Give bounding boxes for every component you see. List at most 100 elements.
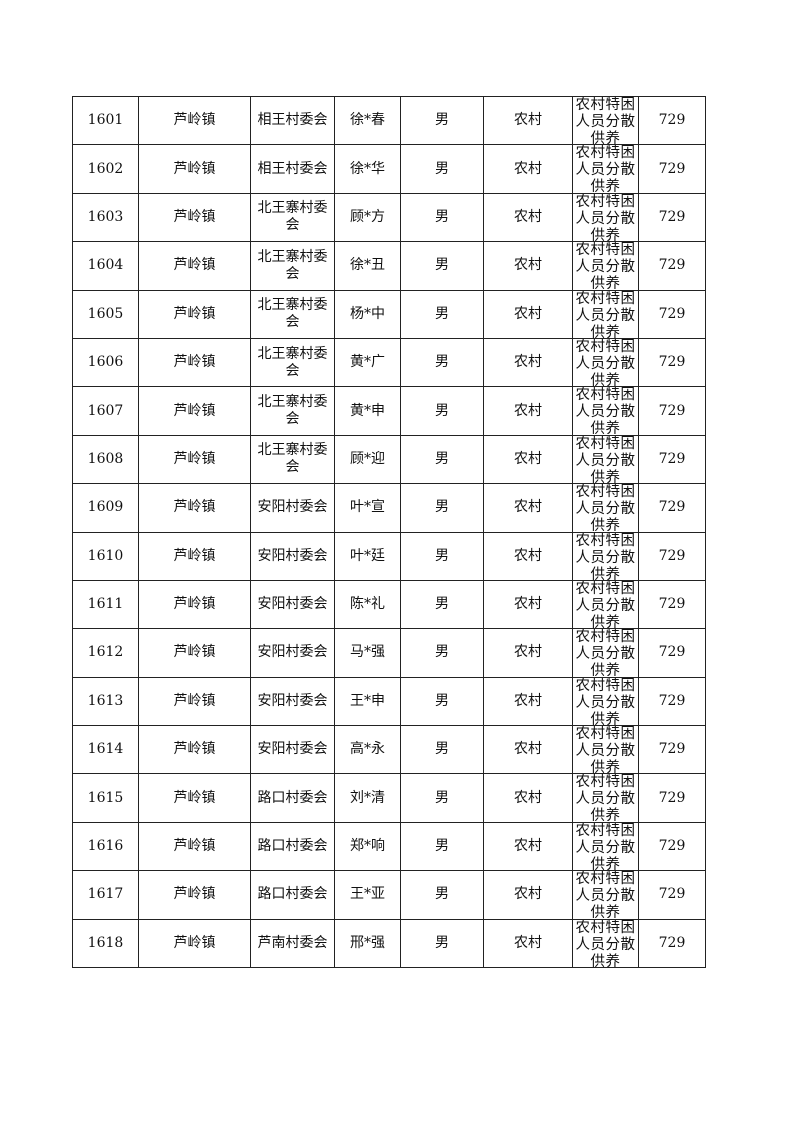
table-row: 1602 芦岭镇 相王村委会 徐*华男农村 农村特困人员分散供养 729 — [72, 144, 706, 194]
assistance-category-text: 农村特困人员分散供养 — [575, 193, 636, 241]
assistance-category-cell: 农村特困人员分散供养 — [572, 192, 639, 243]
gender-cell: 男 — [400, 676, 484, 727]
serial-number-cell: 1618 — [72, 918, 139, 969]
table-row: 1616 芦岭镇 路口村委会 郑*响男农村 农村特困人员分散供养 729 — [72, 821, 706, 872]
amount-cell: 729 — [638, 579, 706, 630]
residence-type-cell: 农村 — [483, 434, 573, 485]
table-row: 1605 芦岭镇 北王寨村委会 杨*中男农村 农村特困人员分散供养 729 — [72, 289, 706, 339]
assistance-category-cell: 农村特困人员分散供养 — [572, 95, 639, 146]
village-committee-cell: 北王寨村委会 — [250, 386, 335, 436]
serial-number-cell: 1601 — [72, 95, 139, 146]
table-row: 1607 芦岭镇 北王寨村委会 黄*申男农村 农村特困人员分散供养 729 — [72, 386, 706, 436]
assistance-category-text: 农村特困人员分散供养 — [575, 580, 636, 628]
name-cell: 黄*广 — [334, 337, 401, 388]
village-committee-cell: 北王寨村委会 — [250, 289, 335, 339]
town-cell: 芦岭镇 — [138, 241, 251, 291]
residence-type-cell: 农村 — [483, 144, 573, 194]
gender-cell: 男 — [400, 192, 484, 243]
gender-cell: 男 — [400, 531, 484, 581]
name-cell: 顾*迎 — [334, 434, 401, 485]
serial-number-cell: 1603 — [72, 192, 139, 243]
amount-cell: 729 — [638, 821, 706, 872]
village-committee-cell: 北王寨村委会 — [250, 434, 335, 485]
assistance-category-text: 农村特困人员分散供养 — [575, 145, 636, 193]
residence-type-cell: 农村 — [483, 870, 573, 920]
town-cell: 芦岭镇 — [138, 386, 251, 436]
residence-type-cell: 农村 — [483, 386, 573, 436]
name-cell: 王*亚 — [334, 870, 401, 920]
name-cell: 徐*华 — [334, 144, 401, 194]
amount-cell: 729 — [638, 144, 706, 194]
gender-cell: 男 — [400, 241, 484, 291]
table-row: 1612 芦岭镇 安阳村委会 马*强男农村 农村特困人员分散供养 729 — [72, 628, 706, 678]
residence-type-cell: 农村 — [483, 676, 573, 727]
amount-cell: 729 — [638, 192, 706, 243]
table-row: 1606 芦岭镇 北王寨村委会 黄*广男农村 农村特困人员分散供养 729 — [72, 337, 706, 388]
village-committee-cell: 安阳村委会 — [250, 579, 335, 630]
table-row: 1617 芦岭镇 路口村委会 王*亚男农村 农村特困人员分散供养 729 — [72, 870, 706, 920]
assistance-category-text: 农村特困人员分散供养 — [575, 677, 636, 725]
assistance-category-cell: 农村特困人员分散供养 — [572, 386, 639, 436]
residence-type-cell: 农村 — [483, 918, 573, 969]
serial-number-cell: 1615 — [72, 773, 139, 823]
assistance-category-cell: 农村特困人员分散供养 — [572, 676, 639, 727]
name-cell: 徐*丑 — [334, 241, 401, 291]
name-cell: 王*申 — [334, 676, 401, 727]
serial-number-cell: 1605 — [72, 289, 139, 339]
assistance-category-text: 农村特困人员分散供养 — [575, 532, 636, 580]
assistance-category-text: 农村特困人员分散供养 — [575, 629, 636, 677]
gender-cell: 男 — [400, 337, 484, 388]
table-row: 1614 芦岭镇 安阳村委会 高*永男农村 农村特困人员分散供养 729 — [72, 725, 706, 775]
amount-cell: 729 — [638, 483, 706, 533]
table-row: 1618 芦岭镇 芦南村委会 邢*强男农村 农村特困人员分散供养 729 — [72, 918, 706, 969]
serial-number-cell: 1607 — [72, 386, 139, 436]
table-row: 1608 芦岭镇 北王寨村委会 顾*迎男农村 农村特困人员分散供养 729 — [72, 434, 706, 485]
serial-number-cell: 1602 — [72, 144, 139, 194]
town-cell: 芦岭镇 — [138, 483, 251, 533]
residence-type-cell: 农村 — [483, 241, 573, 291]
amount-cell: 729 — [638, 628, 706, 678]
name-cell: 邢*强 — [334, 918, 401, 969]
residence-type-cell: 农村 — [483, 192, 573, 243]
residence-type-cell: 农村 — [483, 579, 573, 630]
table-row: 1603 芦岭镇 北王寨村委会 顾*方男农村 农村特困人员分散供养 729 — [72, 192, 706, 243]
village-committee-cell: 北王寨村委会 — [250, 241, 335, 291]
gender-cell: 男 — [400, 144, 484, 194]
amount-cell: 729 — [638, 676, 706, 727]
assistance-category-cell: 农村特困人员分散供养 — [572, 337, 639, 388]
table-row: 1610 芦岭镇 安阳村委会 叶*廷男农村 农村特困人员分散供养 729 — [72, 531, 706, 581]
town-cell: 芦岭镇 — [138, 95, 251, 146]
amount-cell: 729 — [638, 337, 706, 388]
village-committee-cell: 北王寨村委会 — [250, 337, 335, 388]
gender-cell: 男 — [400, 289, 484, 339]
assistance-category-cell: 农村特困人员分散供养 — [572, 579, 639, 630]
town-cell: 芦岭镇 — [138, 337, 251, 388]
table-body: 1601 芦岭镇 相王村委会 徐*春男农村 农村特困人员分散供养 729 1602 芦岭镇 相王… — [72, 95, 706, 969]
name-cell: 高*永 — [334, 725, 401, 775]
assistance-category-cell: 农村特困人员分散供养 — [572, 918, 639, 969]
assistance-category-text: 农村特困人员分散供养 — [575, 484, 636, 532]
gender-cell: 男 — [400, 483, 484, 533]
town-cell: 芦岭镇 — [138, 725, 251, 775]
amount-cell: 729 — [638, 918, 706, 969]
table-row: 1601 芦岭镇 相王村委会 徐*春男农村 农村特困人员分散供养 729 — [72, 95, 706, 146]
gender-cell: 男 — [400, 579, 484, 630]
village-committee-cell: 相王村委会 — [250, 95, 335, 146]
name-cell: 马*强 — [334, 628, 401, 678]
gender-cell: 男 — [400, 918, 484, 969]
table-row: 1611 芦岭镇 安阳村委会 陈*礼男农村 农村特困人员分散供养 729 — [72, 579, 706, 630]
amount-cell: 729 — [638, 870, 706, 920]
village-committee-cell: 安阳村委会 — [250, 725, 335, 775]
village-committee-cell: 安阳村委会 — [250, 676, 335, 727]
gender-cell: 男 — [400, 386, 484, 436]
gender-cell: 男 — [400, 434, 484, 485]
serial-number-cell: 1616 — [72, 821, 139, 872]
assistance-category-cell: 农村特困人员分散供养 — [572, 531, 639, 581]
assistance-category-text: 农村特困人员分散供养 — [575, 726, 636, 774]
assistance-category-cell: 农村特困人员分散供养 — [572, 434, 639, 485]
assistance-category-text: 农村特困人员分散供养 — [575, 774, 636, 822]
table-row: 1615 芦岭镇 路口村委会 刘*清男农村 农村特困人员分散供养 729 — [72, 773, 706, 823]
table-row: 1613 芦岭镇 安阳村委会 王*申男农村 农村特困人员分散供养 729 — [72, 676, 706, 727]
assistance-category-text: 农村特困人员分散供养 — [575, 919, 636, 967]
village-committee-cell: 路口村委会 — [250, 821, 335, 872]
